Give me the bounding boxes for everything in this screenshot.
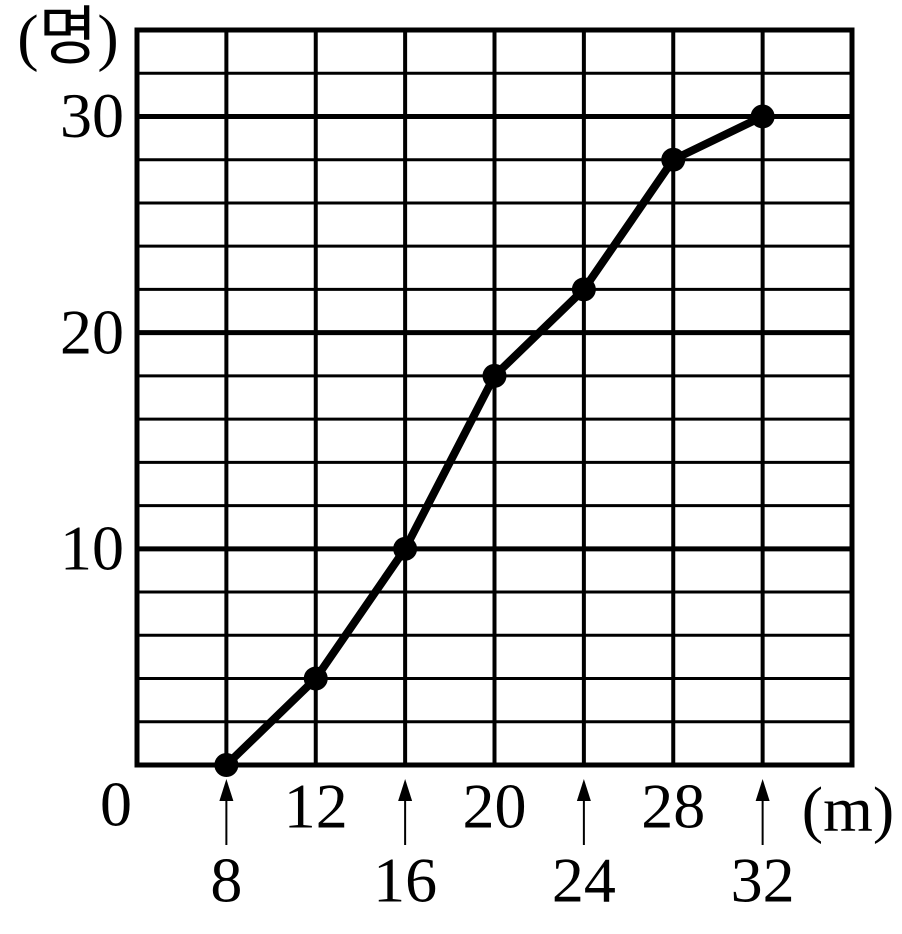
x-tick-label: 20 [463,771,527,842]
x-tick-label: 8 [210,845,242,916]
data-point [482,363,507,388]
x-axis-label: (m) [802,774,894,845]
tick-arrow-head [398,779,413,801]
tick-arrow-head [755,779,770,801]
y-tick-label: 10 [60,513,124,584]
y-tick-label: 20 [60,296,124,367]
y-axis-label: (명) [17,2,119,73]
data-point [750,104,775,129]
y-tick-label: 30 [60,80,124,151]
x-tick-label: 32 [731,845,795,916]
tick-arrow-head [576,779,591,801]
data-point [571,277,596,302]
data-point [214,753,239,777]
data-point [661,147,686,172]
tick-arrow-head [219,779,234,801]
plot-frame [134,27,855,768]
x-tick-label: 28 [641,771,705,842]
origin-label: 0 [100,769,132,840]
data-point [303,666,328,691]
x-tick-label: 24 [552,845,616,916]
x-tick-label: 12 [284,771,348,842]
data-point [393,536,418,561]
x-tick-label: 16 [373,845,437,916]
